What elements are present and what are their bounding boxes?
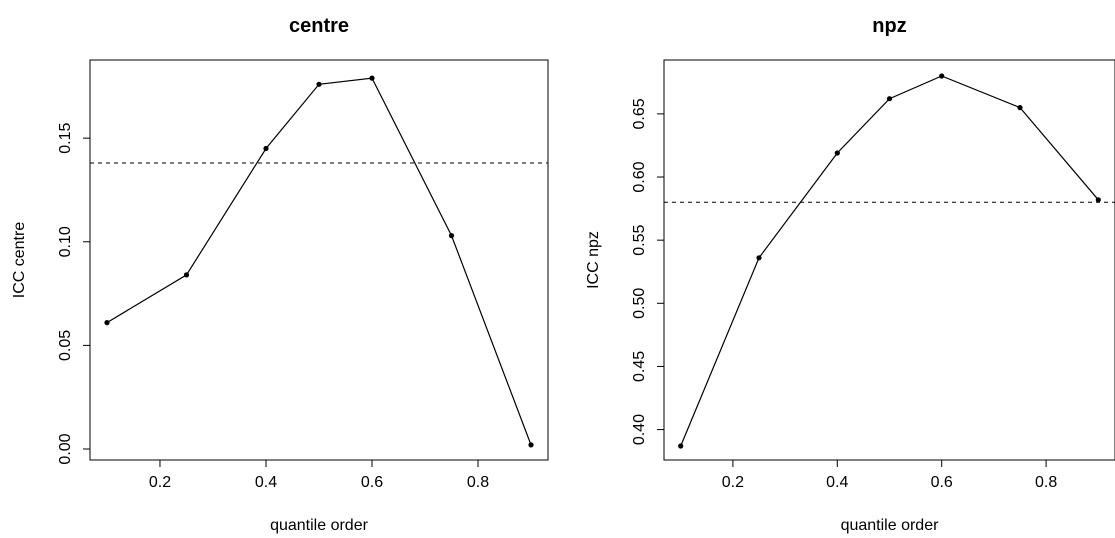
data-point bbox=[369, 75, 375, 81]
x-tick-label: 0.2 bbox=[722, 474, 744, 491]
data-point bbox=[834, 150, 840, 156]
series-line bbox=[106, 77, 532, 446]
x-tick-label: 0.6 bbox=[361, 474, 383, 491]
y-tick-label: 0.65 bbox=[631, 98, 648, 129]
y-tick-label: 0.60 bbox=[631, 161, 648, 192]
data-point bbox=[528, 442, 534, 448]
y-tick-label: 0.00 bbox=[57, 433, 74, 464]
y-tick-label: 0.40 bbox=[631, 414, 648, 445]
x-tick-label: 0.8 bbox=[467, 474, 489, 491]
x-tick-label: 0.8 bbox=[1035, 474, 1057, 491]
data-point bbox=[263, 145, 269, 152]
panel-centre: centre quantile order ICC centre 0.2 0.4 0.6 0… bbox=[11, 15, 549, 534]
chart-title: centre bbox=[289, 15, 349, 37]
y-tick-label: 0.50 bbox=[631, 288, 648, 319]
series-line bbox=[680, 75, 1099, 447]
y-axis-label: ICC centre bbox=[11, 222, 28, 299]
data-point bbox=[939, 73, 945, 79]
y-tick-label: 0.45 bbox=[631, 351, 648, 382]
data-point bbox=[183, 272, 190, 278]
x-axis-label: quantile order bbox=[270, 517, 369, 534]
plot-frame bbox=[663, 59, 1115, 461]
chart-title: npz bbox=[872, 15, 906, 37]
x-tick-label: 0.4 bbox=[255, 474, 277, 491]
data-point bbox=[104, 320, 110, 326]
x-axis-label: quantile order bbox=[841, 517, 940, 534]
y-tick-label: 0.55 bbox=[631, 224, 648, 255]
y-tick-label: 0.05 bbox=[57, 330, 74, 361]
data-point bbox=[316, 81, 322, 87]
y-axis-label: ICC npz bbox=[585, 231, 602, 289]
data-point bbox=[886, 96, 893, 102]
data-point bbox=[1095, 197, 1101, 203]
data-point bbox=[1017, 105, 1023, 111]
plot-frame bbox=[89, 59, 549, 461]
y-tick-label: 0.15 bbox=[57, 122, 74, 153]
data-point bbox=[756, 255, 762, 261]
y-tick-label: 0.10 bbox=[57, 226, 74, 257]
x-tick-label: 0.2 bbox=[149, 474, 171, 491]
x-tick-label: 0.6 bbox=[931, 474, 953, 491]
data-point bbox=[678, 443, 684, 449]
data-point bbox=[448, 233, 455, 239]
x-tick-label: 0.4 bbox=[826, 474, 848, 491]
panel-npz: npz quantile order ICC npz 0.2 0.4 0.6 0.8 0.40… bbox=[585, 15, 1115, 534]
